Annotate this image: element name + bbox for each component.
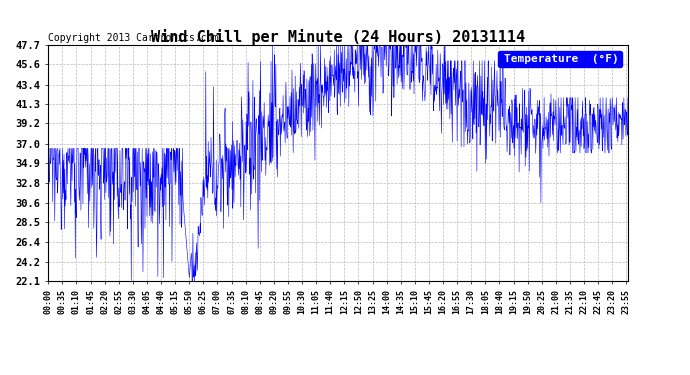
Text: Copyright 2013 Cartronics.com: Copyright 2013 Cartronics.com: [48, 33, 219, 43]
Legend: Temperature  (°F): Temperature (°F): [497, 51, 622, 67]
Title: Wind Chill per Minute (24 Hours) 20131114: Wind Chill per Minute (24 Hours) 2013111…: [151, 29, 525, 45]
